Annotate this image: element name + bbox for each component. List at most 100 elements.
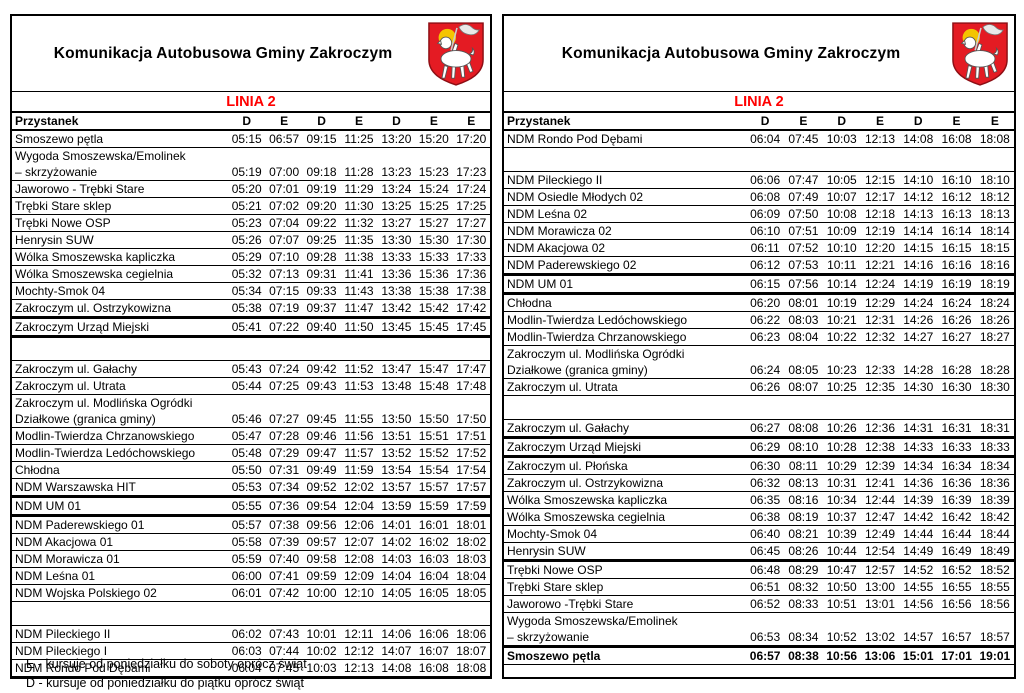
time-cell: 08:33 — [788, 597, 819, 611]
time-cell: 06:57 — [269, 132, 300, 146]
time-cell: 15:54 — [418, 463, 449, 477]
time-cell: 10:37 — [826, 510, 857, 524]
time-cell: 13:45 — [381, 320, 412, 334]
time-cell: 16:24 — [941, 296, 972, 310]
stop-name-cell: Henrysin SUW — [15, 233, 94, 247]
time-cell: 05:32 — [231, 267, 262, 281]
table-row: NDM Pileckiego II 06:06 07:47 10:05 12:15 14:… — [504, 172, 1014, 189]
time-cell: 14:16 — [903, 258, 934, 272]
stop-name-cell: Wólka Smoszewska kapliczka — [507, 493, 668, 507]
table-row: Zakroczym Urząd Miejski 06:29 08:10 10:28 12… — [504, 437, 1014, 457]
time-cell: 07:41 — [269, 569, 300, 583]
time-cell: 13:20 — [381, 132, 412, 146]
table-row: Trębki Nowe OSP 05:23 07:04 09:22 11:32 13:27… — [12, 215, 490, 232]
day-code-header: E — [937, 113, 976, 131]
time-cell: 13:50 — [381, 412, 412, 426]
time-cell: 12:24 — [864, 277, 895, 291]
stop-name-cell: Henrysin SUW — [507, 544, 586, 558]
time-cell: 14:49 — [903, 544, 934, 558]
time-cell: 11:32 — [344, 216, 374, 230]
time-cell: 07:38 — [269, 518, 300, 532]
time-cell: 06:00 — [231, 569, 262, 583]
time-cell: 12:02 — [343, 480, 374, 494]
time-cell: 14:19 — [903, 277, 934, 291]
time-cell: 07:45 — [269, 661, 300, 675]
time-cell: 09:40 — [306, 320, 337, 334]
time-cell: 08:38 — [788, 649, 819, 663]
day-code-header: E — [340, 113, 378, 131]
time-cell: 06:23 — [750, 330, 781, 344]
time-cell: 12:35 — [864, 380, 895, 394]
time-cell: 11:29 — [344, 182, 374, 196]
time-cell: 12:06 — [343, 518, 374, 532]
time-cell: 11:52 — [344, 362, 374, 376]
time-cell: 12:41 — [864, 476, 895, 490]
time-cell: 13:01 — [864, 597, 895, 611]
stop-column-header: Przystanek — [504, 113, 746, 131]
table-row: Zakroczym ul. Płońska 06:30 08:11 10:29 12:3… — [504, 457, 1014, 475]
stop-name-cell: NDM Morawicza 02 — [507, 224, 612, 238]
time-cell: 08:11 — [788, 459, 818, 473]
time-cell: 06:57 — [749, 649, 781, 663]
time-cell: 07:29 — [269, 446, 300, 460]
time-cell: 09:37 — [306, 301, 337, 315]
time-cell: 18:08 — [456, 661, 487, 675]
time-cell: 05:23 — [231, 216, 262, 230]
time-cell: 10:52 — [826, 630, 857, 644]
time-cell: 17:54 — [456, 463, 487, 477]
time-cell: 13:42 — [381, 301, 412, 315]
time-cell: 12:38 — [864, 440, 895, 454]
time-cell: 14:01 — [381, 518, 412, 532]
spacer-row — [504, 396, 1014, 420]
time-cell: 07:47 — [788, 173, 819, 187]
time-cell: 08:07 — [788, 380, 819, 394]
stop-name-cell: NDM Pileckiego II — [507, 173, 603, 187]
time-cell: 12:13 — [343, 661, 374, 675]
table-row: NDM Pileckiego II 06:02 07:43 10:01 12:11 14:… — [12, 626, 490, 643]
time-cell: 05:50 — [231, 463, 262, 477]
time-cell: 10:00 — [306, 586, 337, 600]
time-cell: 08:10 — [788, 440, 819, 454]
time-cell: 06:09 — [750, 207, 781, 221]
time-cell: 18:36 — [979, 476, 1010, 490]
time-cell: 12:20 — [864, 241, 895, 255]
time-cell: 07:43 — [269, 627, 300, 641]
time-cell: 05:21 — [231, 199, 262, 213]
time-cell: 09:54 — [306, 499, 337, 513]
stop-name-cell: Jaworowo -Trębki Stare — [507, 597, 634, 611]
time-cell: 13:00 — [864, 580, 895, 594]
time-cell: 10:47 — [826, 563, 857, 577]
time-cell: 18:31 — [979, 421, 1010, 435]
time-cell: 17:48 — [456, 379, 487, 393]
table-row: NDM Leśna 02 06:09 07:50 10:08 12:18 14:13 16:… — [504, 206, 1014, 223]
time-cell: 12:29 — [864, 296, 895, 310]
time-cell: 05:58 — [231, 535, 262, 549]
time-cell: 18:16 — [979, 258, 1010, 272]
time-cell: 07:04 — [269, 216, 300, 230]
time-cell: 15:38 — [418, 284, 449, 298]
zakroczym-crest-icon — [952, 22, 1008, 86]
time-cell: 15:48 — [418, 379, 449, 393]
time-cell: 15:20 — [418, 132, 449, 146]
time-cell: 10:03 — [306, 661, 337, 675]
time-cell: 16:13 — [941, 207, 972, 221]
table-row: Henrysin SUW 05:26 07:07 09:25 11:35 13:30 15:… — [12, 232, 490, 249]
time-cell: 18:19 — [979, 277, 1010, 291]
time-cell: 07:42 — [269, 586, 300, 600]
panel-title: Komunikacja Autobusowa Gminy Zakroczym — [53, 44, 393, 62]
time-cell: 12:36 — [864, 421, 895, 435]
stop-name-cell: Mochty-Smok 04 — [507, 527, 598, 541]
time-cell: 14:31 — [903, 421, 934, 435]
time-cell: 05:59 — [231, 552, 262, 566]
time-cell: 18:08 — [979, 132, 1010, 146]
stop-name-cell: Smoszewo pętla — [507, 649, 601, 663]
time-cell: 09:31 — [306, 267, 337, 281]
time-cell: 14:55 — [903, 580, 934, 594]
time-cell: 15:42 — [418, 301, 449, 315]
legend-line-d: D - kursuje od poniedziałku do piątku op… — [26, 676, 304, 690]
time-cell: 18:39 — [979, 493, 1010, 507]
time-cell: 12:19 — [864, 224, 895, 238]
time-cell: 18:57 — [979, 630, 1010, 644]
time-cell: 14:12 — [903, 190, 934, 204]
stop-name-cell: NDM UM 01 — [15, 499, 82, 513]
